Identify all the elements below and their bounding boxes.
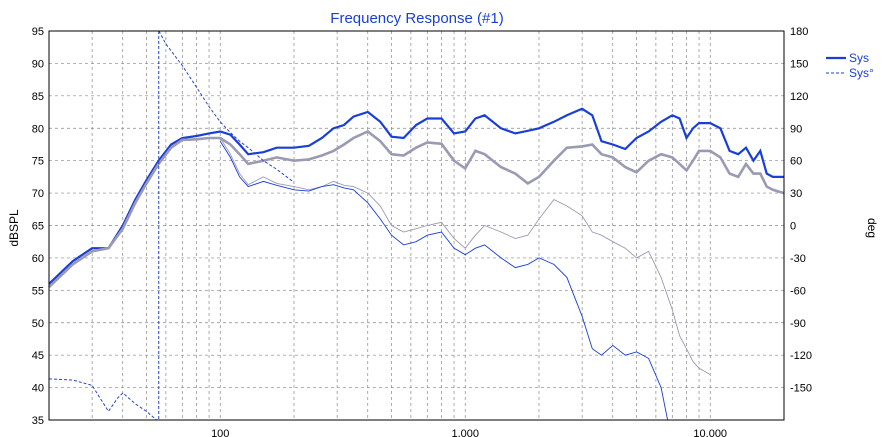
- plot-frame: [48, 30, 785, 421]
- x-tick-label: 100: [211, 428, 229, 437]
- y2-tick-label: 60: [790, 156, 802, 168]
- legend: Sys Sys°: [826, 51, 874, 80]
- y-tick-label: 95: [32, 26, 44, 38]
- x-axis-ticks: 100 1,000 10,000: [211, 428, 727, 437]
- y-tick-label: 55: [32, 285, 44, 297]
- y2-tick-label: 120: [790, 91, 808, 103]
- y2-tick-label: -150: [790, 383, 812, 395]
- y2-tick-label: -90: [790, 318, 806, 330]
- series-lines: [48, 30, 785, 421]
- y2-tick-label: -60: [790, 285, 806, 297]
- chart-title: Frequency Response (#1): [330, 10, 503, 27]
- y2-tick-label: 90: [790, 123, 802, 135]
- y-tick-label: 75: [32, 156, 44, 168]
- y-tick-label: 35: [32, 415, 44, 427]
- y2-tick-label: 0: [790, 221, 796, 233]
- y2-tick-label: -30: [790, 253, 806, 265]
- legend-label-sys: Sys: [849, 51, 869, 65]
- blue-thin-line: [219, 140, 669, 421]
- y-axis-label: dBSPL: [7, 209, 21, 247]
- y2-axis-label: deg: [865, 218, 879, 238]
- y-axis-ticks: 35 40 45 50 55 60 65 70 75 80 85 90 95: [32, 26, 44, 427]
- y-tick-label: 45: [32, 350, 44, 362]
- y2-tick-label: 30: [790, 188, 802, 200]
- y-tick-label: 80: [32, 123, 44, 135]
- y-tick-label: 65: [32, 221, 44, 233]
- y-tick-label: 40: [32, 383, 44, 395]
- y-tick-label: 90: [32, 58, 44, 70]
- y-tick-label: 60: [32, 253, 44, 265]
- legend-label-sys-phase: Sys°: [849, 66, 874, 80]
- x-tick-label: 10,000: [693, 428, 727, 437]
- x-tick-label: 1,000: [451, 428, 479, 437]
- y-tick-label: 70: [32, 188, 44, 200]
- y2-tick-label: 150: [790, 58, 808, 70]
- y2-tick-label: 180: [790, 26, 808, 38]
- y-tick-label: 85: [32, 91, 44, 103]
- sys-phase-line: [48, 30, 295, 421]
- gray-magnitude-line: [48, 129, 785, 289]
- sys-magnitude-line: [48, 107, 784, 285]
- y-tick-label: 50: [32, 318, 44, 330]
- grid: [49, 31, 784, 420]
- y2-axis-ticks: -150 -120 -90 -60 -30 0 30 60 90 120 150 180: [790, 26, 812, 395]
- gray-thin-line: [219, 137, 711, 375]
- y2-tick-label: -120: [790, 350, 812, 362]
